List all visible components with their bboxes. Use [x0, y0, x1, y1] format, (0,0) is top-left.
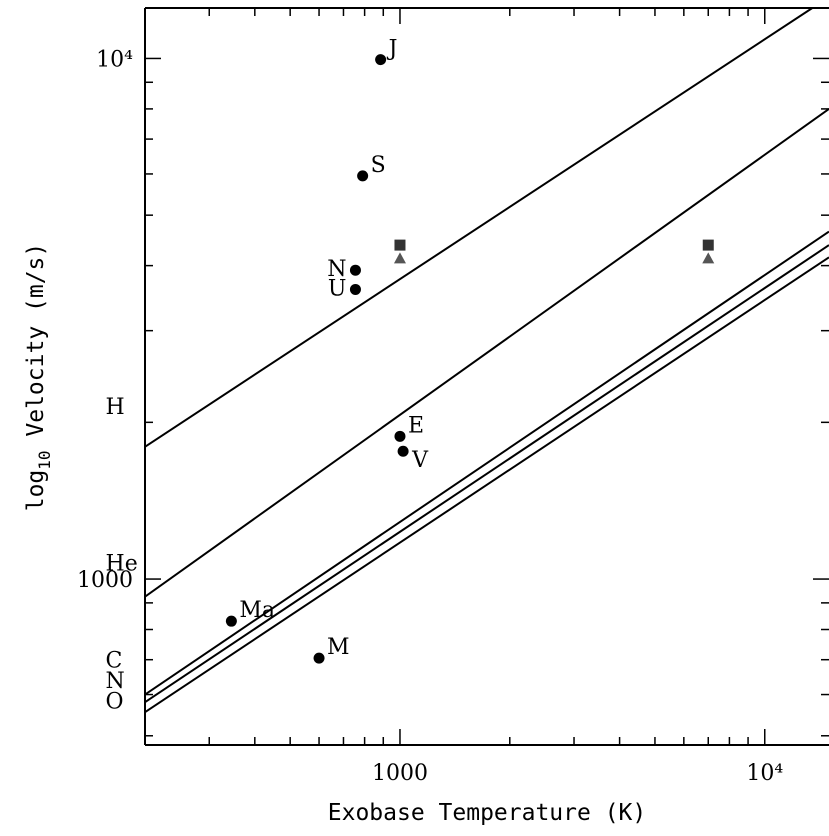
y-axis-title-prefix: log: [23, 470, 49, 512]
gas-line-h: [145, 8, 813, 448]
gas-line-o: [145, 256, 829, 714]
x-tick-label-1: 10⁴: [746, 761, 783, 786]
y-axis-title-subscript: 10: [35, 450, 54, 469]
gas-line-he: [145, 108, 829, 598]
triangle-marker-9: [393, 252, 406, 264]
axis-ticks: [144, 8, 829, 745]
y-tick-label-1: 10⁴: [96, 47, 133, 72]
gas-line-label-he: He: [106, 552, 138, 577]
data-point-n: [349, 264, 361, 276]
y-axis-title: log10 Velocity (m/s): [23, 243, 54, 512]
square-marker-10: [702, 239, 714, 251]
data-markers: [225, 54, 715, 664]
point-label-m: M: [327, 635, 350, 660]
y-axis-title-rest: Velocity (m/s): [23, 243, 49, 451]
data-point-j: [375, 54, 387, 66]
point-label-u: U: [328, 276, 347, 301]
point-label-n: N: [327, 257, 346, 282]
point-label-v: V: [411, 448, 429, 473]
gas-line-label-c: C: [106, 649, 123, 674]
data-point-m: [313, 652, 325, 664]
data-point-v: [397, 445, 409, 457]
gas-lines: [145, 8, 829, 714]
point-label-ma: Ma: [239, 598, 275, 623]
point-label-j: J: [387, 37, 398, 62]
x-tick-label-0: 1000: [372, 761, 428, 786]
triangle-marker-11: [702, 252, 715, 264]
gas-line-n: [145, 244, 829, 704]
point-label-e: E: [408, 413, 424, 438]
data-point-e: [394, 430, 406, 442]
point-label-s: S: [371, 153, 386, 178]
x-axis-title: Exobase Temperature (K): [328, 800, 647, 826]
gas-line-label-n: N: [106, 669, 125, 694]
gas-line-label-o: O: [106, 689, 124, 714]
square-marker-8: [394, 239, 406, 251]
y-tick-label-0: 1000: [77, 568, 133, 593]
gas-line-label-h: H: [106, 395, 125, 420]
data-point-ma: [225, 615, 237, 627]
gas-line-c: [145, 230, 829, 696]
data-point-u: [349, 283, 361, 295]
data-point-s: [357, 170, 369, 182]
